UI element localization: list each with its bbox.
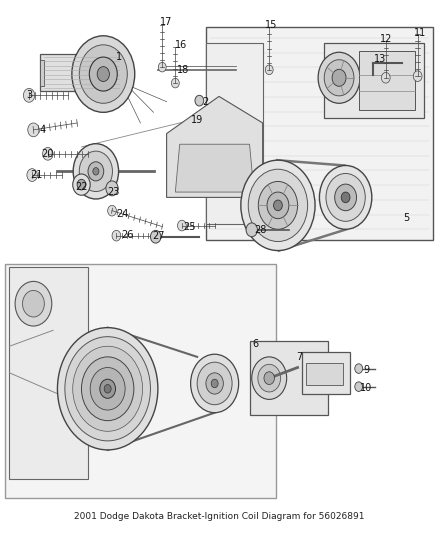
Circle shape [88,162,104,181]
Polygon shape [324,43,424,118]
Text: 12: 12 [380,34,392,44]
Circle shape [77,179,86,190]
Text: 17: 17 [160,18,173,28]
Circle shape [335,184,357,211]
Polygon shape [40,60,44,86]
Circle shape [341,192,350,203]
Circle shape [108,205,117,216]
Bar [306,364,343,384]
Circle shape [248,169,307,241]
Text: 23: 23 [107,187,120,197]
Circle shape [73,346,143,431]
Circle shape [93,167,99,175]
Circle shape [265,65,273,75]
Circle shape [23,88,35,102]
Circle shape [246,223,258,237]
Circle shape [326,173,365,221]
Circle shape [177,220,186,231]
Text: 15: 15 [265,20,278,30]
Circle shape [332,69,346,86]
Circle shape [106,181,118,196]
Text: 27: 27 [152,231,165,241]
Circle shape [211,379,218,387]
Circle shape [355,364,363,373]
Text: 21: 21 [30,170,42,180]
Circle shape [150,230,161,243]
Circle shape [197,362,232,405]
Text: 13: 13 [374,54,387,64]
Text: 9: 9 [364,365,370,375]
Circle shape [324,60,354,96]
Text: 19: 19 [191,115,203,125]
Circle shape [97,67,110,82]
Text: 6: 6 [252,339,258,349]
Bar [1,1,437,256]
Polygon shape [166,96,263,197]
Circle shape [79,45,127,103]
Polygon shape [206,54,241,213]
Text: 5: 5 [404,213,410,223]
Text: 16: 16 [174,40,187,50]
Circle shape [79,151,113,191]
Text: 4: 4 [39,125,45,135]
Text: 24: 24 [116,209,128,219]
Text: 3: 3 [26,90,32,100]
Circle shape [171,78,179,88]
Text: 2001 Dodge Dakota Bracket-Ignition Coil Diagram for 56026891: 2001 Dodge Dakota Bracket-Ignition Coil … [74,512,364,521]
Text: 18: 18 [177,65,189,75]
Circle shape [57,328,158,450]
Polygon shape [250,341,328,415]
Circle shape [90,368,125,410]
Circle shape [191,354,239,413]
Circle shape [22,290,44,317]
Polygon shape [206,43,263,224]
Circle shape [319,165,372,229]
Text: 11: 11 [414,28,426,38]
Circle shape [112,230,121,241]
Circle shape [104,384,111,393]
Circle shape [258,181,297,229]
Polygon shape [40,54,123,91]
Circle shape [252,357,287,399]
Text: 26: 26 [121,230,134,240]
Circle shape [72,36,135,112]
Bar [5,264,276,498]
Circle shape [264,372,275,384]
Circle shape [15,281,52,326]
Text: 20: 20 [42,149,54,159]
Text: 1: 1 [116,52,122,61]
Circle shape [206,373,223,394]
Text: 2: 2 [202,96,208,107]
Text: 28: 28 [254,225,267,235]
Circle shape [413,71,422,82]
Circle shape [81,357,134,421]
Circle shape [241,160,315,251]
Circle shape [274,200,283,211]
Text: 22: 22 [75,182,88,192]
Circle shape [355,382,363,391]
Polygon shape [175,144,254,192]
Circle shape [267,192,289,219]
Circle shape [100,379,116,398]
Circle shape [65,337,150,441]
Circle shape [381,72,390,83]
Circle shape [318,52,360,103]
Text: 25: 25 [183,222,195,232]
Circle shape [27,168,37,181]
Circle shape [28,123,39,137]
Text: 10: 10 [360,383,373,393]
Circle shape [195,95,204,106]
Text: 7: 7 [296,352,302,362]
Circle shape [73,174,90,195]
Bar [359,51,416,110]
Circle shape [89,57,117,91]
Circle shape [158,62,166,72]
Circle shape [258,365,281,392]
Circle shape [73,144,119,199]
Circle shape [42,148,53,160]
Polygon shape [302,352,350,394]
Polygon shape [10,266,88,479]
Polygon shape [206,27,433,240]
